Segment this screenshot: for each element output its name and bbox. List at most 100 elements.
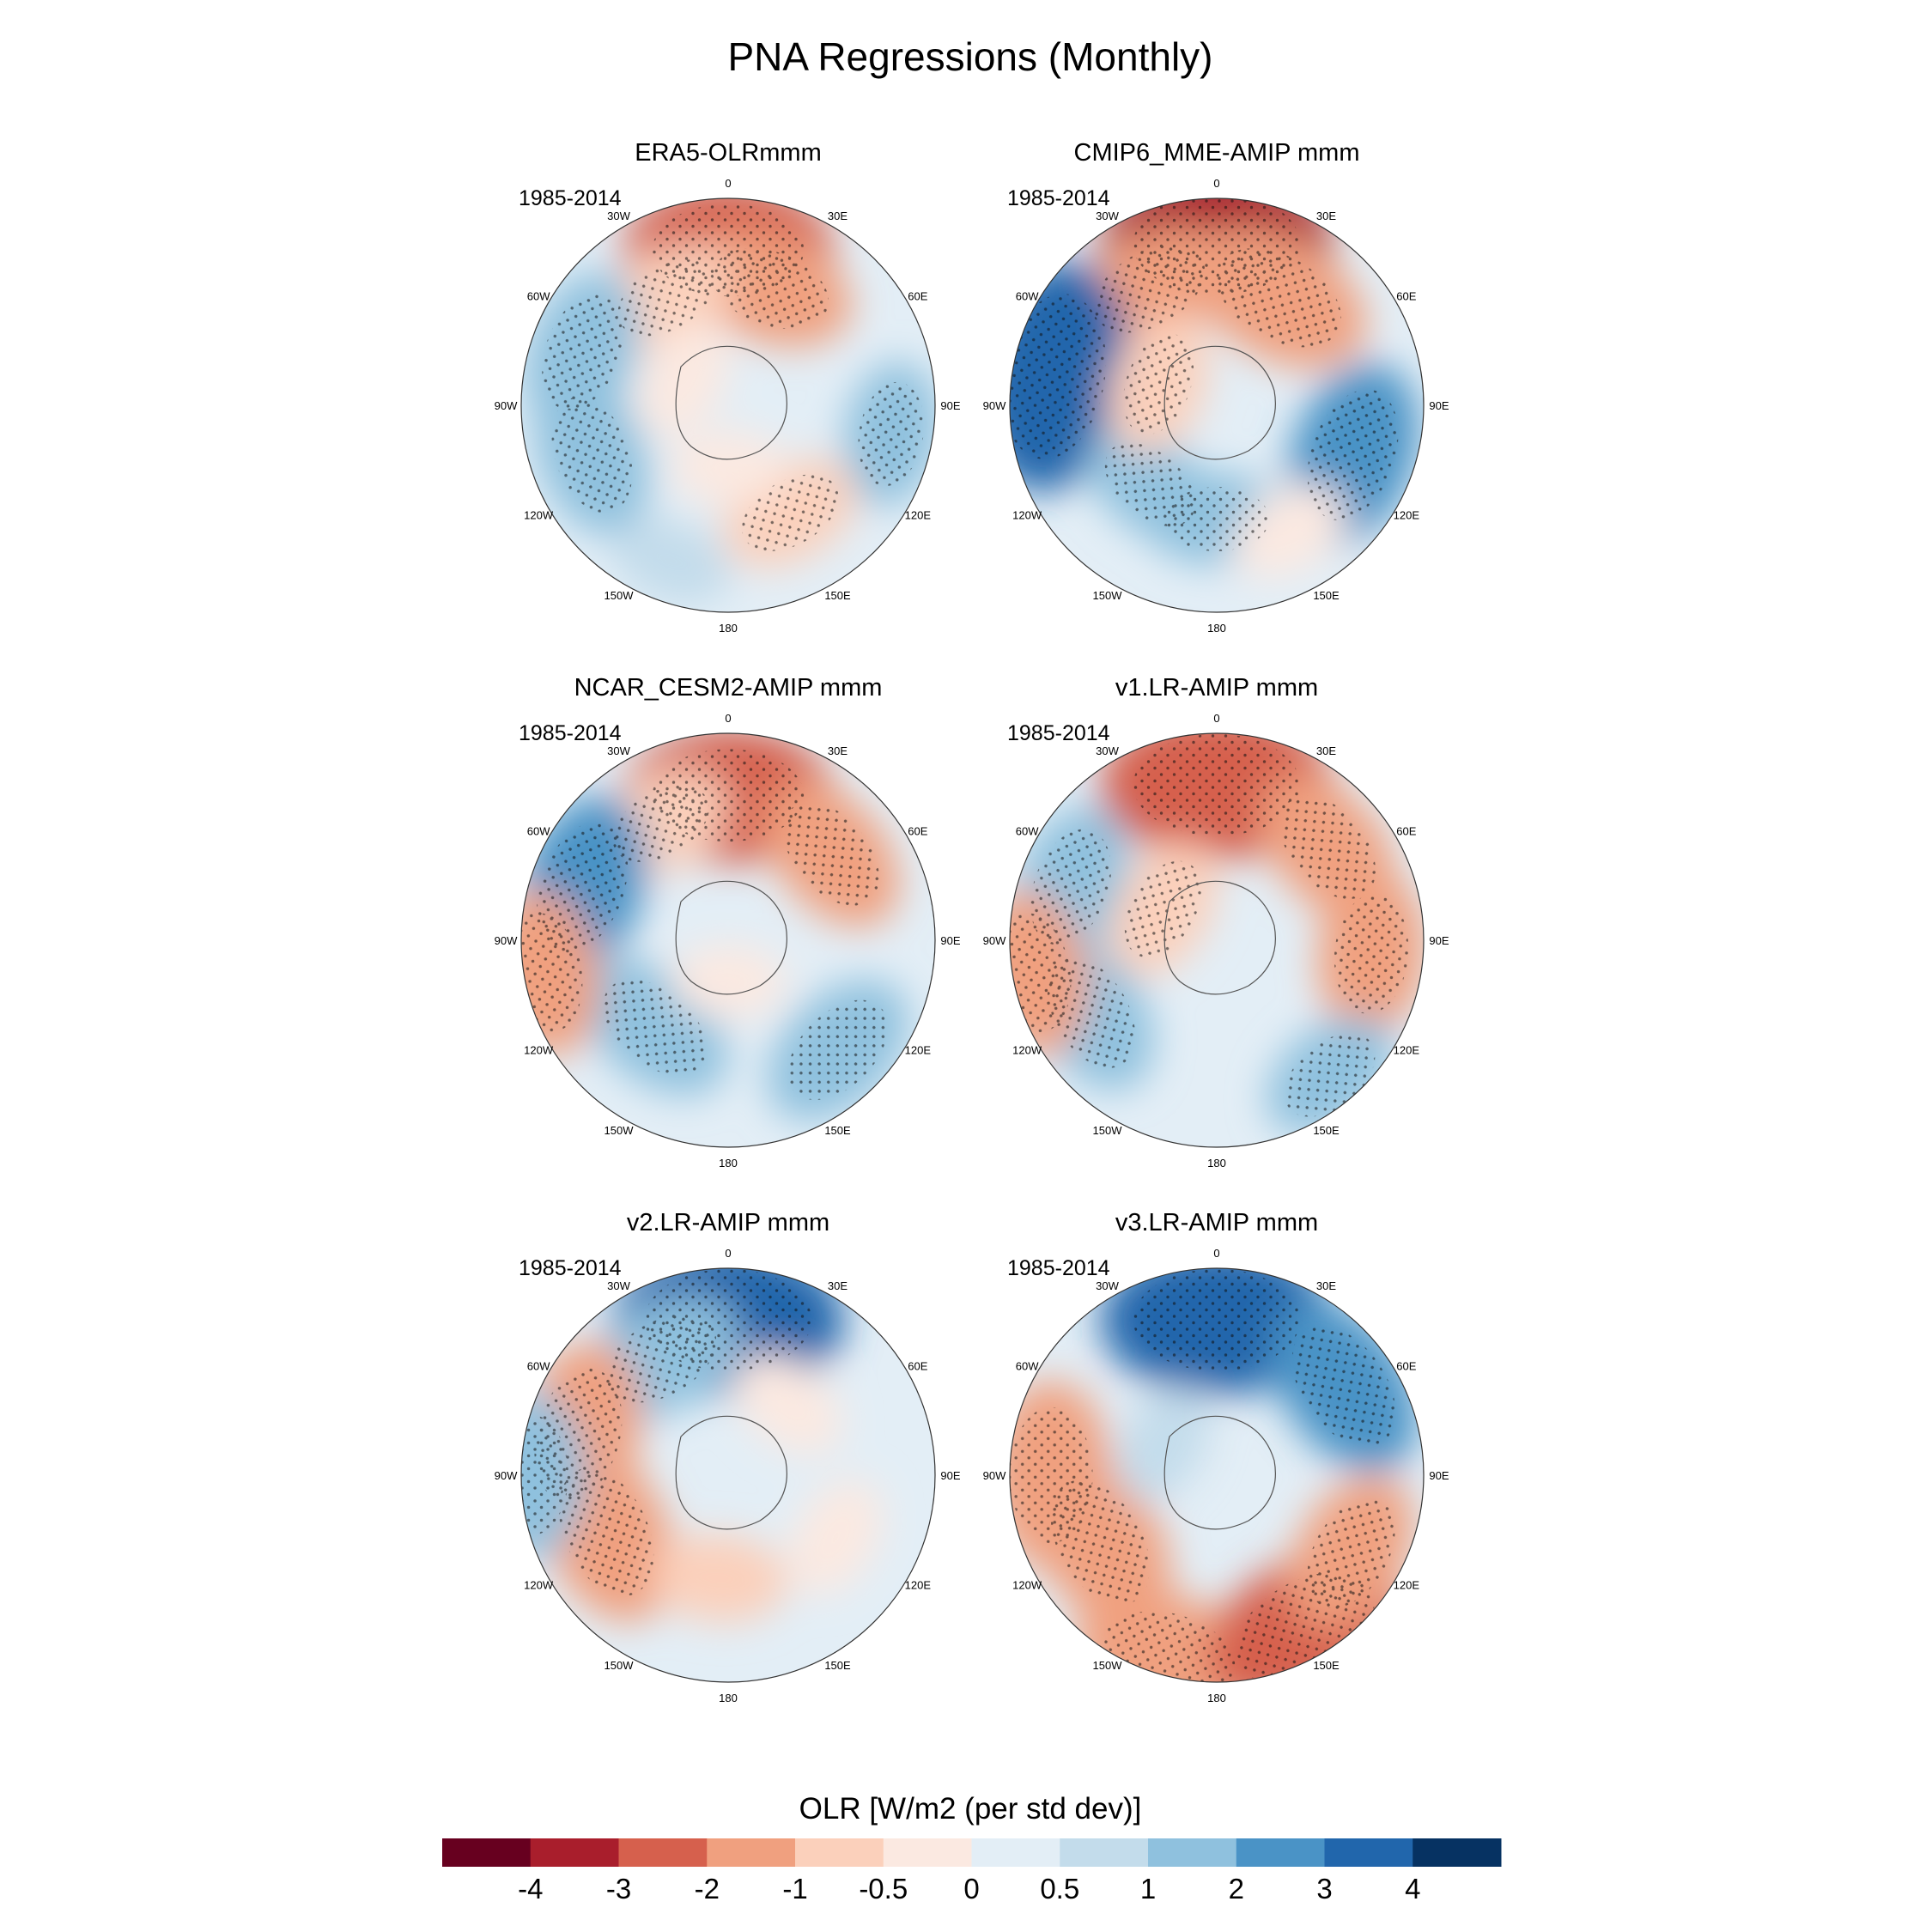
longitude-label: 60E xyxy=(908,825,927,838)
longitude-label: 150E xyxy=(824,589,851,602)
anomaly-blob xyxy=(733,1353,842,1455)
significance-stipple xyxy=(521,1414,568,1536)
colorbar-tick-label: 0 xyxy=(963,1873,979,1905)
anomaly-field xyxy=(521,1268,883,1623)
map-panel: NCAR_CESM2-AMIP mmm 1985-2014 0 30E 60E 90E 12… xyxy=(495,674,961,1170)
longitude-label: 180 xyxy=(719,622,738,635)
panels: ERA5-OLRmmm 1985-2014 0 30E 60E 90E 120E 150E 18… xyxy=(495,139,1449,1704)
panel-period: 1985-2014 xyxy=(519,721,622,745)
longitude-label: 90W xyxy=(983,399,1006,412)
significance-stipple xyxy=(1216,248,1342,348)
longitude-label: 150W xyxy=(605,1659,635,1672)
longitude-label: 120W xyxy=(1012,509,1042,522)
colorbar-box xyxy=(1236,1838,1325,1867)
longitude-label: 90E xyxy=(1429,399,1449,412)
map-boundary xyxy=(520,732,936,1148)
longitude-label: 150W xyxy=(1093,1659,1123,1672)
longitude-label: 30E xyxy=(1316,210,1336,222)
colorbar-tick-label: -4 xyxy=(518,1873,543,1905)
antarctica-coastline xyxy=(1163,1415,1276,1530)
longitude-label: 120W xyxy=(1012,1044,1042,1057)
significance-stipple xyxy=(537,821,629,953)
significance-stipple xyxy=(783,801,879,906)
longitude-label: 90W xyxy=(983,934,1006,947)
panel-period: 1985-2014 xyxy=(1007,1256,1110,1280)
significance-stipple xyxy=(1124,860,1201,958)
significance-stipple xyxy=(558,1467,654,1596)
longitude-label: 30W xyxy=(1096,1279,1119,1292)
significance-stipple xyxy=(1291,1325,1396,1447)
longitude-label: 30W xyxy=(607,1279,630,1292)
longitude-label: 0 xyxy=(725,712,731,725)
significance-stipple xyxy=(617,259,714,337)
significance-stipple xyxy=(1307,389,1399,520)
panel-title: v3.LR-AMIP mmm xyxy=(1115,1209,1318,1236)
longitude-label: 90E xyxy=(1429,934,1449,947)
colorbar-tick-label: -2 xyxy=(695,1873,720,1905)
colorbar: OLR [W/m2 (per std dev)] -4 -3 -2 -1 -0.5 0 0.… xyxy=(442,1792,1502,1905)
longitude-label: 60W xyxy=(1016,1360,1039,1373)
anomaly-field xyxy=(521,733,908,1121)
longitude-label: 0 xyxy=(1213,177,1219,190)
longitude-label: 90W xyxy=(495,934,518,947)
panel-title: v2.LR-AMIP mmm xyxy=(627,1209,829,1236)
longitude-label: 150E xyxy=(1313,1659,1340,1672)
anomaly-blob xyxy=(789,1479,883,1595)
anomaly-blob xyxy=(636,321,730,437)
longitude-label: 60W xyxy=(1016,825,1039,838)
longitude-label: 60E xyxy=(908,290,927,303)
panel-title: CMIP6_MME-AMIP mmm xyxy=(1074,139,1360,167)
longitude-label: 60W xyxy=(527,290,550,303)
significance-stipple xyxy=(1010,294,1107,459)
longitude-label: 150E xyxy=(1313,1124,1340,1137)
longitude-label: 150W xyxy=(605,589,635,602)
significance-stipple xyxy=(542,294,623,410)
colorbar-tick-label: 3 xyxy=(1316,1873,1332,1905)
longitude-label: 120W xyxy=(524,1044,554,1057)
colorbar-box xyxy=(707,1838,796,1867)
panel-period: 1985-2014 xyxy=(519,186,622,210)
map-boundary xyxy=(1009,732,1425,1148)
longitude-label: 180 xyxy=(719,1157,738,1170)
significance-stipple xyxy=(787,999,888,1100)
longitude-label: 120W xyxy=(524,509,554,522)
longitude-label: 120E xyxy=(1394,1579,1420,1592)
colorbar-box xyxy=(1324,1838,1413,1867)
longitude-label: 90E xyxy=(1429,1469,1449,1482)
longitude-label: 60W xyxy=(527,1360,550,1373)
panel-title: ERA5-OLRmmm xyxy=(635,139,822,167)
colorbar-box xyxy=(1413,1838,1502,1867)
significance-stipple xyxy=(1279,795,1376,899)
anomaly-blob xyxy=(1116,1386,1210,1502)
significance-stipple xyxy=(1104,442,1196,526)
significance-stipple xyxy=(1030,829,1112,945)
colorbar-box xyxy=(795,1838,884,1867)
colorbar-tick-label: -1 xyxy=(782,1873,807,1905)
longitude-label: 30W xyxy=(607,744,630,757)
antarctica-coastline xyxy=(675,345,787,460)
longitude-label: 60W xyxy=(527,825,550,838)
map-boundary xyxy=(1009,197,1425,613)
map-boundary xyxy=(520,197,936,613)
significance-stipple xyxy=(612,785,709,862)
main-title: PNA Regressions (Monthly) xyxy=(728,34,1213,79)
longitude-label: 120E xyxy=(905,1579,932,1592)
significance-stipple xyxy=(1307,1497,1395,1608)
anomaly-blob xyxy=(611,518,732,605)
longitude-label: 0 xyxy=(725,177,731,190)
antarctica-coastline xyxy=(1163,345,1276,460)
longitude-label: 60W xyxy=(1016,290,1039,303)
longitude-label: 150W xyxy=(1093,1124,1123,1137)
longitude-label: 180 xyxy=(719,1692,738,1704)
longitude-label: 90W xyxy=(495,399,518,412)
colorbar-tick-label: -0.5 xyxy=(859,1873,908,1905)
significance-stipple xyxy=(1133,1268,1301,1371)
significance-stipple xyxy=(1334,893,1409,1014)
longitude-label: 120E xyxy=(905,509,932,522)
colorbar-title: OLR [W/m2 (per std dev)] xyxy=(799,1792,1142,1826)
colorbar-tick-label: 1 xyxy=(1140,1873,1156,1905)
significance-stipple xyxy=(1133,733,1301,836)
longitude-label: 0 xyxy=(1213,712,1219,725)
